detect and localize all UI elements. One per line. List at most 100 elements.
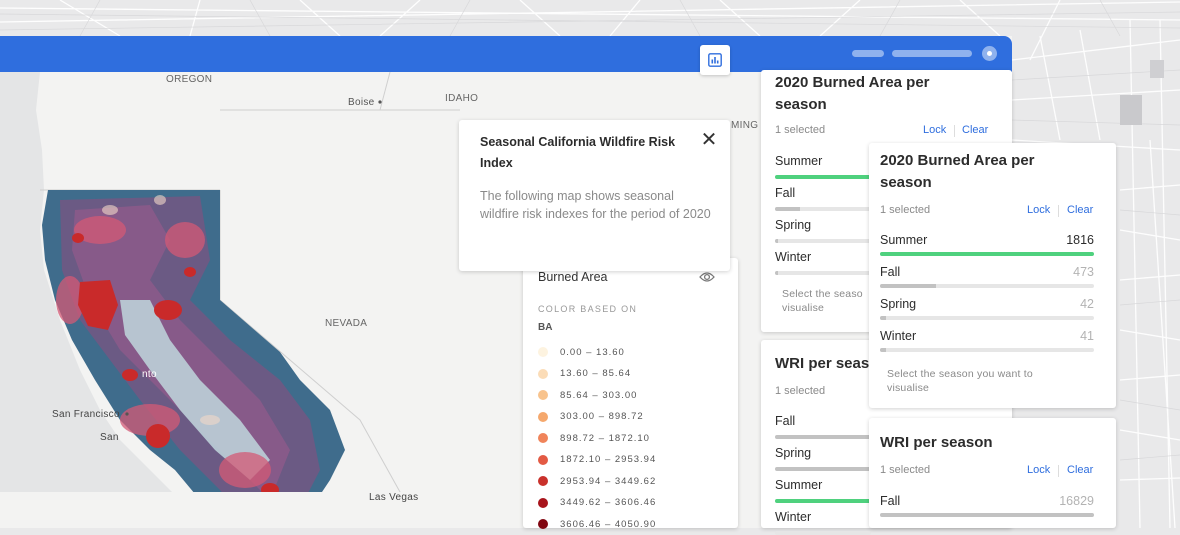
legend-item-label: 2953.94 – 3449.62 (560, 475, 657, 487)
category-bar-fill (775, 499, 871, 503)
legend-item-label: 1872.10 – 2953.94 (560, 454, 657, 465)
widget-category-spring[interactable]: Spring (775, 218, 871, 243)
legend-item-label: 85.64 – 303.00 (560, 389, 638, 401)
category-label: Fall (775, 186, 796, 200)
map-label-idaho: IDAHO (445, 93, 479, 104)
widget-category-fall[interactable]: Fall 16829 (880, 494, 1094, 518)
category-bar (880, 348, 1094, 352)
widget-selected-count: 1 selected (775, 124, 826, 136)
legend-item-label: 0.00 – 13.60 (560, 346, 625, 358)
widget-category-winter[interactable]: Winter (775, 510, 871, 535)
widget-category-winter[interactable]: Winter (775, 250, 871, 275)
separator (1058, 465, 1059, 477)
legend-item-label: 898.72 – 1872.10 (560, 432, 650, 444)
category-bar (880, 252, 1094, 256)
widget-note: Select the season you want to visualise (887, 368, 1033, 394)
category-bar-fill (880, 348, 887, 352)
widget-burned-area-front: 2020 Burned Area per season 1 selected L… (869, 143, 1116, 408)
category-bar (775, 271, 871, 275)
map-label-wyoming: MING (731, 120, 759, 131)
titlebar-placeholder-short (852, 50, 884, 57)
clear-button[interactable]: Clear (1067, 204, 1094, 216)
clear-button[interactable]: Clear (962, 124, 989, 136)
widget-category-summer[interactable]: Summer (775, 478, 871, 503)
legend-swatch (538, 347, 548, 357)
category-value: 41 (1080, 329, 1094, 343)
widget-wri-front: WRI per season 1 selected Lock Clear Fal… (869, 418, 1116, 528)
category-label: Fall (880, 265, 901, 279)
legend-item: 1872.10 – 2953.94 (538, 454, 656, 466)
info-title: Seasonal California Wildfire Risk Index (480, 135, 676, 170)
category-bar (775, 467, 871, 471)
titlebar-placeholder-long (892, 50, 972, 57)
widget-selected-count: 1 selected (880, 204, 931, 216)
category-bar (880, 284, 1094, 288)
map-label-las-vegas: Las Vegas (369, 492, 419, 503)
legend-item-label: 303.00 – 898.72 (560, 411, 644, 422)
category-label: Summer (880, 233, 928, 247)
category-value: 1816 (1066, 233, 1094, 247)
category-bar-fill (775, 271, 778, 275)
legend-layer-name: Burned Area (538, 270, 608, 284)
widget-category-winter[interactable]: Winter 41 (880, 329, 1094, 353)
category-label: Summer (775, 154, 823, 168)
lock-button[interactable]: Lock (1027, 204, 1051, 216)
lock-button[interactable]: Lock (1027, 464, 1051, 476)
widget-title: WRI per season (880, 434, 993, 451)
category-label: Fall (880, 494, 901, 508)
info-description: The following map shows seasonal wildfir… (480, 189, 711, 221)
category-bar (880, 316, 1094, 320)
category-bar (775, 499, 871, 503)
category-bar-fill (775, 175, 871, 179)
widget-title: 2020 Burned Area per season (880, 152, 1035, 191)
category-bar (880, 513, 1094, 517)
close-icon[interactable]: ✕ (700, 129, 718, 151)
widgets-toggle-button[interactable] (700, 45, 730, 75)
category-bar (775, 239, 871, 243)
legend-panel: Burned Area COLOR BASED ON BA 0.00 – 13.… (523, 258, 738, 530)
widget-selected-count: 1 selected (880, 464, 931, 476)
category-bar-fill (880, 316, 887, 320)
widget-category-fall[interactable]: Fall (775, 414, 871, 439)
category-label: Spring (880, 297, 917, 311)
map-info-card: Seasonal California Wildfire Risk Index … (459, 120, 730, 271)
widget-category-summer[interactable]: Summer 1816 (880, 233, 1094, 257)
widget-category-spring[interactable]: Spring 42 (880, 297, 1094, 321)
legend-item: 2953.94 – 3449.62 (538, 475, 656, 487)
map-label-san-jose: San (100, 432, 119, 443)
legend-item: 3449.62 – 3606.46 (538, 497, 656, 509)
category-bar-fill (880, 252, 1094, 256)
category-bar-fill (880, 513, 1094, 517)
legend-field: BA (538, 322, 553, 333)
legend-item: 303.00 – 898.72 (538, 411, 644, 423)
separator (1058, 205, 1059, 217)
category-bar-fill (775, 239, 778, 243)
eye-icon[interactable] (699, 270, 715, 288)
widget-selected-count: 1 selected (775, 385, 826, 397)
legend-item: 3606.46 – 4050.90 (538, 518, 656, 530)
lock-button[interactable]: Lock (923, 124, 947, 136)
widget-category-summer[interactable]: Summer (775, 154, 871, 179)
widget-category-spring[interactable]: Spring (775, 446, 871, 471)
widget-title: 2020 Burned Area per season (775, 74, 930, 113)
category-bar-fill (775, 435, 871, 439)
category-value: 473 (1073, 265, 1094, 279)
legend-swatch (538, 497, 548, 508)
widget-title: WRI per seas (775, 355, 870, 372)
category-value: 42 (1080, 297, 1094, 311)
legend-item: 898.72 – 1872.10 (538, 432, 650, 444)
legend-item-label: 13.60 – 85.64 (560, 368, 632, 379)
category-label: Winter (775, 250, 812, 264)
legend-color-based-on: COLOR BASED ON (538, 304, 638, 314)
legend-item: 13.60 – 85.64 (538, 368, 631, 380)
bar-chart-icon (708, 53, 722, 67)
widget-category-fall[interactable]: Fall 473 (880, 265, 1094, 289)
category-label: Spring (775, 218, 812, 232)
legend-swatch (538, 476, 548, 486)
legend-swatch (538, 411, 548, 422)
map-label-nevada: NEVADA (325, 318, 368, 329)
clear-button[interactable]: Clear (1067, 464, 1094, 476)
category-bar-fill (880, 284, 936, 288)
widget-category-fall[interactable]: Fall (775, 186, 871, 211)
user-avatar-icon[interactable] (982, 46, 997, 61)
